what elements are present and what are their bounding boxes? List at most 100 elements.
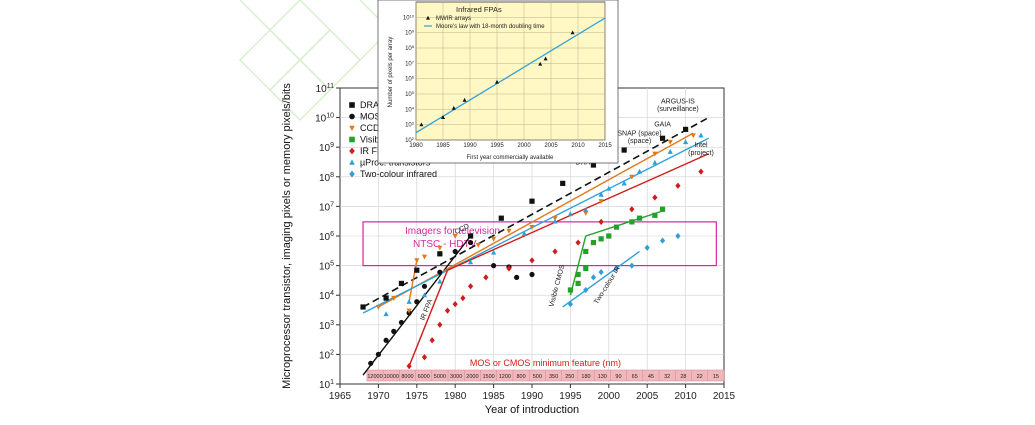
data-point	[383, 295, 389, 301]
feature-size-value: 8000	[401, 374, 413, 380]
data-point	[491, 263, 497, 269]
inset-grid	[415, 2, 606, 141]
legend-label: CCD	[360, 123, 380, 133]
data-point	[414, 267, 420, 273]
inset-y-tick-label: 102	[405, 136, 415, 144]
point-annotation: (space)	[628, 138, 651, 145]
data-point	[421, 292, 428, 298]
data-point	[398, 280, 405, 287]
data-point	[583, 286, 589, 294]
legend-label: Two-colour infrared	[360, 169, 437, 179]
data-point	[406, 363, 412, 370]
data-point	[414, 299, 420, 305]
data-point	[383, 311, 389, 317]
tv-box-outline	[362, 221, 717, 267]
data-point	[429, 337, 435, 344]
main-data-points	[360, 126, 704, 370]
data-point	[567, 287, 573, 293]
data-point	[529, 198, 535, 204]
y-tick-label: 105	[319, 261, 334, 273]
legend-marker	[349, 159, 355, 165]
inset-y-tick-label: 109	[405, 29, 415, 37]
data-point	[698, 168, 704, 175]
tv-box-label-line2: NTSC - HDTV	[413, 239, 477, 250]
inset-y-axis-label: Number of pixels per array	[388, 37, 394, 108]
data-point	[690, 133, 696, 139]
data-point	[629, 174, 635, 180]
main-trend-lines	[362, 116, 710, 376]
feature-size-value: 3000	[450, 374, 462, 380]
data-point	[514, 274, 520, 280]
data-point	[629, 219, 635, 225]
inset-legend: MWIR arrays Moore's law with 18-month dou…	[424, 15, 545, 30]
trend-line	[447, 153, 709, 271]
legend-marker	[349, 113, 355, 120]
x-tick-label: 2010	[674, 391, 697, 402]
data-point	[452, 233, 458, 239]
data-point	[629, 262, 635, 269]
feature-size-value: 6000	[418, 374, 430, 380]
inset-y-tick-label: 1010	[403, 13, 415, 21]
y-tick-label: 102	[319, 349, 334, 361]
point-annotation: Intel	[694, 142, 708, 149]
x-tick-label: 2015	[713, 391, 736, 402]
main-y-axis-label: Microprocessor transistor, imaging pixel…	[281, 83, 293, 389]
y-tick-label: 109	[319, 142, 334, 154]
x-tick-label: 2005	[636, 391, 659, 402]
inset-x-tick-label: 2010	[571, 143, 585, 149]
inset-x-tick-label: 2005	[544, 143, 558, 149]
data-point	[667, 148, 673, 154]
x-tick-label: 1995	[559, 391, 582, 402]
inset-y-tick-label: 105	[405, 90, 415, 98]
feature-size-value: 500	[533, 374, 542, 380]
data-point	[506, 265, 512, 272]
feature-size-value: 800	[516, 374, 525, 380]
feature-size-value: 45	[648, 374, 654, 380]
inset-data-point	[419, 122, 424, 127]
data-point	[421, 283, 428, 289]
legend-label: DRAM	[360, 100, 387, 110]
data-point	[652, 159, 658, 165]
data-point	[683, 139, 689, 145]
inset-y-tick-label: 103	[405, 121, 415, 129]
data-point	[452, 248, 458, 255]
data-point	[575, 271, 581, 278]
x-tick-label: 1975	[406, 391, 429, 402]
data-point	[652, 151, 658, 157]
feature-size-value: 12000	[367, 374, 382, 380]
data-point	[598, 218, 604, 225]
feature-size-value: 250	[565, 374, 574, 380]
inset-trend-line	[416, 17, 605, 134]
legend-label: MOS	[360, 112, 381, 122]
y-tick-label: 104	[319, 290, 334, 302]
inset-y-tick-label: 106	[405, 75, 415, 83]
inset-trend-line	[416, 17, 605, 134]
data-point	[437, 251, 443, 257]
data-point	[659, 135, 666, 141]
data-point	[675, 232, 681, 240]
trend-line	[585, 210, 663, 237]
y-tick-label: 1010	[315, 113, 334, 125]
data-point	[375, 351, 381, 357]
inset-x-tick-label: 1980	[409, 143, 423, 149]
feature-size-value: 180	[581, 374, 590, 380]
data-point	[621, 147, 627, 153]
data-point	[598, 236, 604, 242]
inset-data-point	[441, 115, 445, 119]
inset-y-tick-label: 108	[405, 44, 415, 52]
feature-size-value: 65	[632, 374, 638, 380]
data-point	[421, 254, 428, 260]
data-point	[583, 248, 589, 255]
data-point	[683, 126, 689, 132]
tv-highlight-box: Imagers for television NTSC - HDTV	[362, 221, 717, 267]
data-point	[644, 244, 650, 251]
inset-plot-frame	[415, 1, 606, 141]
data-point	[606, 185, 612, 191]
y-tick-label: 1011	[316, 83, 334, 95]
data-point	[521, 230, 527, 236]
trend-line	[408, 260, 418, 302]
data-point	[598, 191, 604, 197]
data-point	[383, 337, 389, 343]
feature-size-value: 90	[615, 374, 621, 380]
trend-line	[408, 269, 449, 367]
